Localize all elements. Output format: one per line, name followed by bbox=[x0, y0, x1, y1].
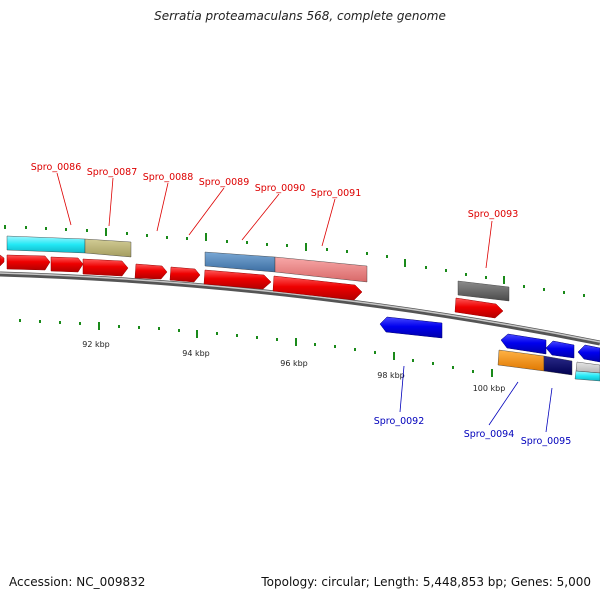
chromosome-backbone bbox=[0, 271, 600, 346]
forward-major-ticks bbox=[105, 228, 505, 284]
reverse-minor-ticks bbox=[19, 319, 474, 373]
gene-label-spro-0092[interactable]: Spro_0092 bbox=[374, 416, 425, 427]
gene-arrow[interactable] bbox=[203, 269, 272, 290]
scale-label-92kbp: 92 kbp bbox=[82, 340, 110, 349]
gene-arrow[interactable] bbox=[379, 316, 443, 339]
forward-minor-ticks bbox=[4, 225, 585, 297]
gene-arrow[interactable] bbox=[272, 275, 363, 301]
gene-label-spro-0087[interactable]: Spro_0087 bbox=[87, 167, 138, 178]
forward-gene-labels: Spro_0086 Spro_0087 Spro_0088 Spro_0089 … bbox=[31, 162, 519, 220]
gene-label-spro-0089[interactable]: Spro_0089 bbox=[199, 177, 250, 188]
gene-arrow[interactable] bbox=[134, 263, 168, 280]
feature-navy[interactable] bbox=[543, 355, 573, 376]
accession-text: Accession: NC_009832 bbox=[9, 575, 146, 589]
reverse-gene-arrows bbox=[379, 316, 600, 363]
scale-label-100kbp: 100 kbp bbox=[473, 384, 506, 393]
reverse-features bbox=[497, 349, 600, 382]
scale-label-94kbp: 94 kbp bbox=[182, 349, 210, 358]
reverse-gene-labels: Spro_0092 Spro_0094 Spro_0095 bbox=[374, 416, 572, 447]
reverse-major-ticks bbox=[98, 322, 493, 377]
feature-cyan[interactable] bbox=[6, 235, 86, 254]
chromosome-backbone-highlight bbox=[0, 272, 600, 343]
feature-khaki[interactable] bbox=[84, 238, 132, 258]
gene-arrow[interactable] bbox=[6, 254, 51, 271]
reverse-leader-lines bbox=[399, 365, 553, 433]
gene-arrow[interactable] bbox=[454, 297, 504, 319]
feature-dark-grey[interactable] bbox=[457, 280, 510, 302]
gene-label-spro-0093[interactable]: Spro_0093 bbox=[468, 209, 519, 220]
scale-label-98kbp: 98 kbp bbox=[377, 371, 405, 380]
feature-pink[interactable] bbox=[274, 256, 368, 283]
scale-label-96kbp: 96 kbp bbox=[280, 359, 308, 368]
gene-arrow[interactable] bbox=[169, 266, 201, 283]
gene-arrow[interactable] bbox=[577, 344, 600, 363]
gene-label-spro-0095[interactable]: Spro_0095 bbox=[521, 436, 572, 447]
gene-label-spro-0091[interactable]: Spro_0091 bbox=[311, 188, 362, 199]
gene-label-spro-0088[interactable]: Spro_0088 bbox=[143, 172, 194, 183]
genome-summary-text: Topology: circular; Length: 5,448,853 bp… bbox=[261, 575, 591, 589]
gene-label-spro-0090[interactable]: Spro_0090 bbox=[255, 183, 306, 194]
forward-features bbox=[6, 235, 510, 302]
gene-arrow[interactable] bbox=[82, 258, 129, 277]
gene-arrow[interactable] bbox=[0, 254, 5, 267]
forward-leader-lines bbox=[56, 172, 493, 269]
map-title: Serratia proteamaculans 568, complete ge… bbox=[154, 9, 446, 23]
gene-arrow[interactable] bbox=[545, 340, 575, 359]
gene-label-spro-0094[interactable]: Spro_0094 bbox=[464, 429, 515, 440]
feature-light-grey[interactable] bbox=[575, 361, 600, 374]
feature-orange[interactable] bbox=[497, 349, 545, 372]
position-scale: 92 kbp 94 kbp 96 kbp 98 kbp 100 kbp bbox=[82, 340, 505, 393]
feature-steel-blue[interactable] bbox=[204, 251, 276, 273]
gene-arrow[interactable] bbox=[500, 333, 547, 355]
gene-arrow[interactable] bbox=[50, 256, 84, 273]
gene-label-spro-0086[interactable]: Spro_0086 bbox=[31, 162, 82, 173]
forward-gene-arrows bbox=[0, 254, 504, 319]
feature-cyan-small[interactable] bbox=[574, 370, 600, 382]
